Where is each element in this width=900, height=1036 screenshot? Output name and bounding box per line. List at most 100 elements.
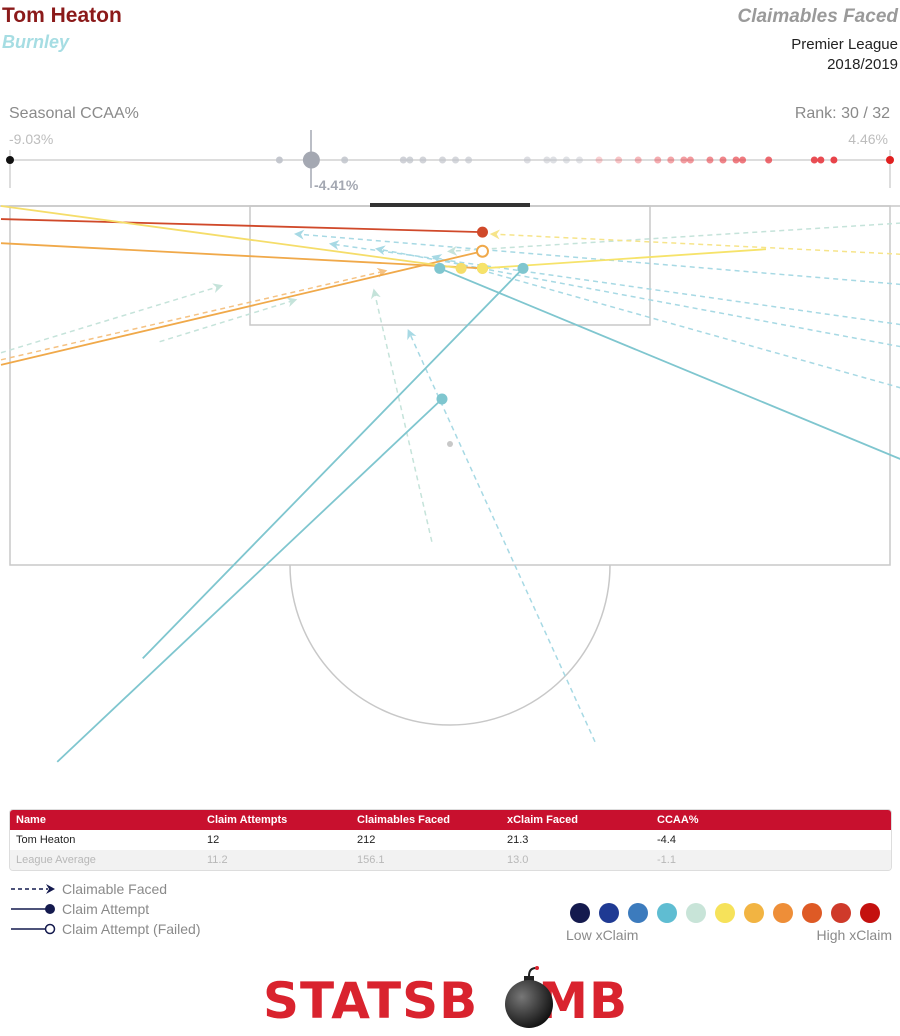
rank-dot	[575, 156, 583, 164]
rank-dot	[595, 156, 603, 164]
rank-dot	[634, 156, 642, 164]
rank-dot	[680, 156, 688, 164]
claimable-faced-line	[294, 229, 900, 286]
claimables-faced-layer	[0, 222, 900, 743]
table-header: Claim Attempts	[207, 814, 288, 826]
rank-dot	[739, 156, 747, 164]
claim-attempt-line	[142, 267, 524, 659]
rank-dot	[275, 156, 283, 164]
stats-table: Name Claim Attempts Claimables Faced xCl…	[9, 809, 892, 871]
scale-dot	[628, 903, 648, 923]
claim-attempt-line	[0, 218, 483, 234]
scale-dots	[570, 903, 880, 923]
scale-dot	[860, 903, 880, 923]
pitch-markings	[0, 205, 900, 726]
claimable-faced-line	[446, 222, 900, 256]
bomb-icon	[505, 966, 553, 1028]
rank-dot	[419, 156, 427, 164]
claim-attempt-line	[482, 248, 767, 270]
scale-dot	[570, 903, 590, 923]
scale-dot	[686, 903, 706, 923]
rank-dot	[406, 156, 414, 164]
statsbomb-logo: STATSB MB	[263, 972, 628, 1030]
table-cell: -4.4	[657, 834, 676, 846]
claimable-faced-line	[407, 329, 596, 743]
claim-attempt-line	[56, 398, 443, 763]
penalty-area	[9, 205, 891, 566]
table-cell: 12	[207, 834, 220, 846]
legend-faced-label: Claimable Faced	[62, 881, 168, 897]
rank-dot-player	[302, 151, 320, 169]
chart-title: Claimables Faced	[737, 6, 898, 27]
claim-attempt-failed-point	[475, 244, 489, 258]
claimable-faced-line	[370, 288, 433, 542]
scale-dot	[599, 903, 619, 923]
ccaa-label: Seasonal CCAA%	[9, 105, 139, 122]
rank-label: Rank: 30 / 32	[794, 105, 890, 122]
max-value-label: 4.46%	[848, 131, 888, 147]
rank-dot-max	[886, 156, 894, 164]
rank-dot	[765, 156, 773, 164]
logo-text-right: MB	[538, 972, 629, 1030]
table-header: CCAA%	[657, 814, 699, 826]
rank-dot	[732, 156, 740, 164]
penalty-spot	[447, 441, 453, 447]
claim-attempt-line	[0, 250, 483, 366]
legend-attempt-label: Claim Attempt	[62, 901, 150, 917]
rank-dot	[549, 156, 557, 164]
table-row: Tom Heaton 12 212 21.3 -4.4	[10, 830, 891, 850]
table-cell: 13.0	[507, 854, 529, 866]
team-name: Burnley	[2, 32, 70, 52]
rank-dot	[830, 156, 838, 164]
table-header: xClaim Faced	[507, 814, 578, 826]
legend-attempt: Claim Attempt	[10, 901, 149, 917]
rank-dot	[686, 156, 694, 164]
legend-faced: Claimable Faced	[10, 881, 167, 897]
xclaim-color-scale: Low xClaim High xClaim	[566, 903, 892, 943]
table-cell: 21.3	[507, 834, 529, 846]
claim-attempt-point	[436, 393, 448, 405]
claim-attempt-line	[439, 267, 900, 460]
solid-line-hollow-dot-icon	[11, 923, 56, 935]
table-cell: 156.1	[357, 854, 385, 866]
scale-dot	[744, 903, 764, 923]
rank-dot	[615, 156, 623, 164]
claim-attempt-line	[0, 205, 462, 270]
claimable-faced-line	[328, 240, 900, 326]
table-cell: 11.2	[207, 854, 228, 866]
rank-dot	[341, 156, 349, 164]
claim-attempt-line	[0, 242, 483, 270]
table-header-row: Name Claim Attempts Claimables Faced xCl…	[10, 810, 891, 830]
rank-dot	[399, 156, 407, 164]
league-name: Premier League	[791, 36, 898, 53]
table-cell: -1.1	[657, 854, 676, 866]
table-row: League Average 11.2 156.1 13.0 -1.1	[10, 850, 891, 870]
claimable-faced-line	[489, 229, 900, 255]
rank-dot-min	[6, 156, 14, 164]
scale-dot	[773, 903, 793, 923]
rank-dot	[817, 156, 825, 164]
claim-attempt-point	[476, 226, 488, 238]
rank-dot	[452, 156, 460, 164]
scale-dot	[831, 903, 851, 923]
rank-dot	[654, 156, 662, 164]
table-cell: 212	[357, 834, 376, 846]
scale-high-label: High xClaim	[816, 927, 892, 943]
claimable-faced-line	[431, 254, 900, 389]
claim-attempt-point	[517, 262, 529, 274]
claim-attempt-point	[455, 262, 467, 274]
penalty-arc	[289, 564, 611, 726]
table-cell: Tom Heaton	[16, 834, 76, 846]
claim-attempt-point	[434, 262, 446, 274]
solid-line-dot-icon	[11, 904, 55, 914]
scale-low-label: Low xClaim	[566, 927, 639, 943]
dashed-arrow-icon	[11, 884, 55, 894]
scale-dot	[657, 903, 677, 923]
six-yard-box	[249, 205, 651, 326]
table-header: Name	[16, 814, 46, 826]
legend-failed-label: Claim Attempt (Failed)	[62, 921, 201, 937]
scale-dot	[802, 903, 822, 923]
season-label: 2018/2019	[827, 56, 898, 73]
rank-dot	[543, 156, 551, 164]
